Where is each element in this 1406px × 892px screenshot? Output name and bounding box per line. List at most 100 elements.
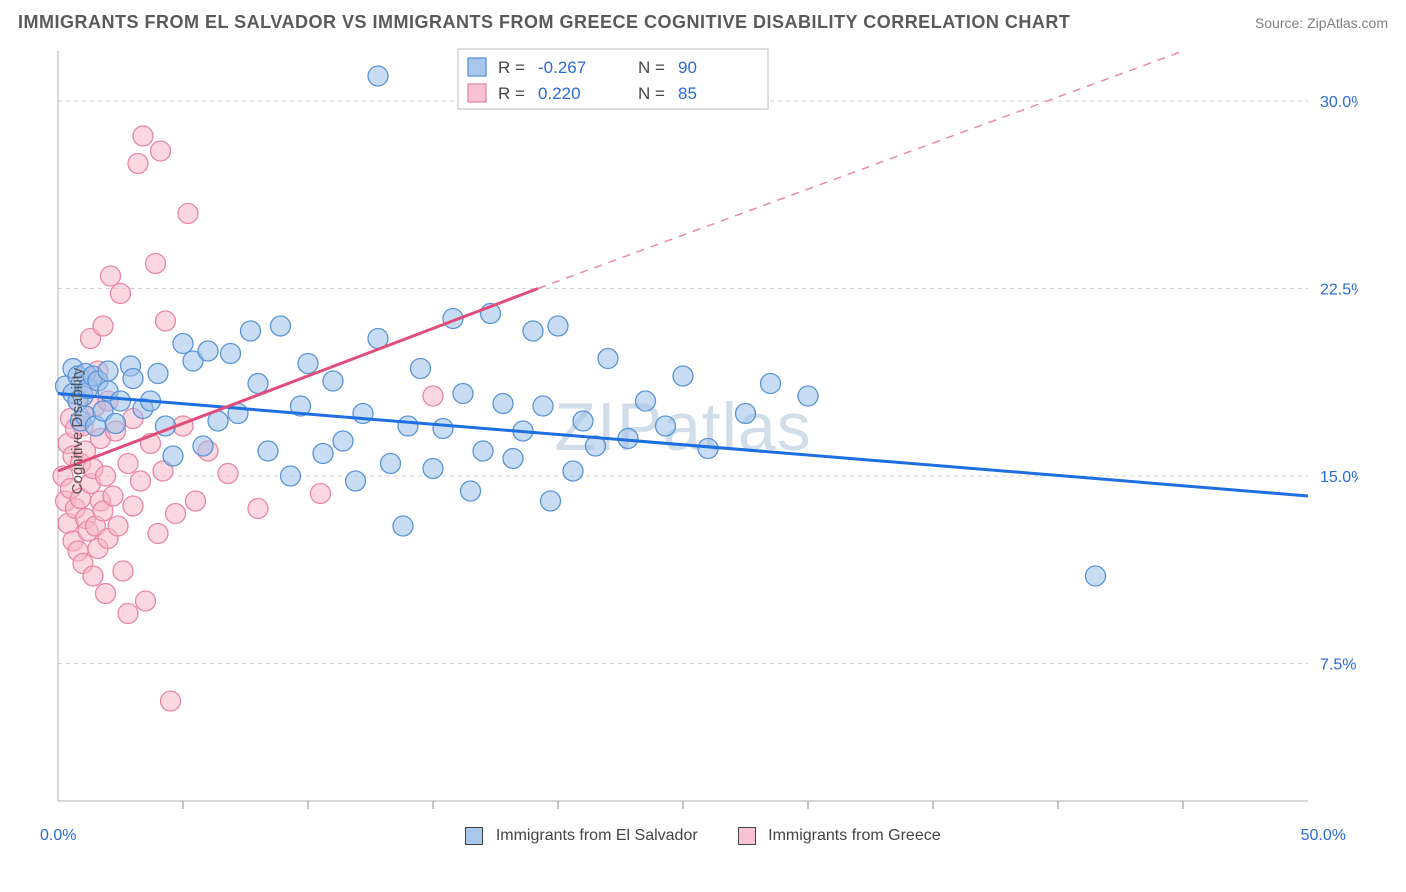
- legend-swatch-pink: [738, 827, 756, 845]
- point-greece: [108, 516, 128, 536]
- point-el-salvador: [148, 364, 168, 384]
- legend-swatch: [468, 58, 486, 76]
- point-greece: [103, 486, 123, 506]
- legend-r-label: R =: [498, 58, 525, 77]
- point-el-salvador: [98, 361, 118, 381]
- point-greece: [118, 604, 138, 624]
- point-greece: [111, 284, 131, 304]
- point-el-salvador: [673, 366, 693, 386]
- point-el-salvador: [1086, 566, 1106, 586]
- x-min-label: 0.0%: [40, 827, 76, 845]
- point-el-salvador: [798, 386, 818, 406]
- legend-r-label: R =: [498, 84, 525, 103]
- x-max-label: 50.0%: [1301, 827, 1346, 845]
- point-el-salvador: [548, 316, 568, 336]
- point-greece: [93, 316, 113, 336]
- point-el-salvador: [461, 481, 481, 501]
- point-el-salvador: [221, 344, 241, 364]
- point-greece: [248, 499, 268, 519]
- y-tick-label: 15.0%: [1320, 469, 1358, 486]
- point-greece: [83, 566, 103, 586]
- point-el-salvador: [761, 374, 781, 394]
- point-greece: [113, 561, 133, 581]
- point-el-salvador: [411, 359, 431, 379]
- point-el-salvador: [333, 431, 353, 451]
- point-el-salvador: [163, 446, 183, 466]
- point-el-salvador: [271, 316, 291, 336]
- point-el-salvador: [106, 414, 126, 434]
- point-el-salvador: [241, 321, 261, 341]
- point-el-salvador: [453, 384, 473, 404]
- point-greece: [101, 266, 121, 286]
- point-greece: [218, 464, 238, 484]
- y-axis-label: Cognitive Disability: [69, 368, 86, 495]
- point-el-salvador: [503, 449, 523, 469]
- chart-area: Cognitive Disability 7.5% 15.0% 22.5% 30.0%…: [18, 41, 1388, 821]
- point-el-salvador: [573, 411, 593, 431]
- legend-swatch-blue: [465, 827, 483, 845]
- point-el-salvador: [368, 66, 388, 86]
- point-el-salvador: [323, 371, 343, 391]
- point-el-salvador: [281, 466, 301, 486]
- point-el-salvador: [656, 416, 676, 436]
- point-greece: [148, 524, 168, 544]
- legend-item-greece: Immigrants from Greece: [738, 827, 941, 845]
- point-el-salvador: [563, 461, 583, 481]
- point-el-salvador: [123, 369, 143, 389]
- point-greece: [423, 386, 443, 406]
- point-el-salvador: [523, 321, 543, 341]
- point-el-salvador: [111, 391, 131, 411]
- point-el-salvador: [493, 394, 513, 414]
- point-el-salvador: [258, 441, 278, 461]
- source-label: Source: ZipAtlas.com: [1255, 15, 1388, 31]
- point-el-salvador: [381, 454, 401, 474]
- point-greece: [178, 204, 198, 224]
- point-el-salvador: [298, 354, 318, 374]
- point-el-salvador: [736, 404, 756, 424]
- chart-title: IMMIGRANTS FROM EL SALVADOR VS IMMIGRANT…: [18, 12, 1070, 33]
- point-el-salvador: [533, 396, 553, 416]
- point-el-salvador: [193, 436, 213, 456]
- point-el-salvador: [173, 334, 193, 354]
- bottom-legend: 0.0% Immigrants from El Salvador Immigra…: [0, 827, 1406, 845]
- point-el-salvador: [433, 419, 453, 439]
- point-greece: [96, 466, 116, 486]
- y-tick-label: 30.0%: [1320, 94, 1358, 111]
- point-el-salvador: [423, 459, 443, 479]
- legend-n-label: N =: [638, 58, 665, 77]
- legend-item-el-salvador: Immigrants from El Salvador: [465, 827, 697, 845]
- point-greece: [186, 491, 206, 511]
- point-greece: [136, 591, 156, 611]
- legend-r-value: -0.267: [538, 58, 586, 77]
- point-el-salvador: [598, 349, 618, 369]
- legend-n-label: N =: [638, 84, 665, 103]
- point-greece: [166, 504, 186, 524]
- point-greece: [96, 584, 116, 604]
- point-greece: [133, 126, 153, 146]
- point-el-salvador: [346, 471, 366, 491]
- scatter-chart: 7.5%15.0%22.5%30.0%ZIPatlasR =-0.267N =9…: [18, 41, 1358, 821]
- y-tick-label: 7.5%: [1320, 657, 1356, 674]
- point-greece: [128, 154, 148, 174]
- title-bar: IMMIGRANTS FROM EL SALVADOR VS IMMIGRANT…: [0, 0, 1406, 41]
- point-greece: [131, 471, 151, 491]
- point-greece: [118, 454, 138, 474]
- point-greece: [146, 254, 166, 274]
- y-tick-label: 22.5%: [1320, 282, 1358, 299]
- legend-n-value: 90: [678, 58, 697, 77]
- point-el-salvador: [398, 416, 418, 436]
- point-el-salvador: [636, 391, 656, 411]
- point-greece: [156, 311, 176, 331]
- point-greece: [311, 484, 331, 504]
- point-greece: [151, 141, 171, 161]
- point-el-salvador: [248, 374, 268, 394]
- point-el-salvador: [198, 341, 218, 361]
- legend-n-value: 85: [678, 84, 697, 103]
- point-el-salvador: [313, 444, 333, 464]
- point-greece: [161, 691, 181, 711]
- legend-label-greece: Immigrants from Greece: [768, 827, 940, 844]
- legend-label-el-salvador: Immigrants from El Salvador: [496, 827, 698, 844]
- point-el-salvador: [541, 491, 561, 511]
- legend-r-value: 0.220: [538, 84, 581, 103]
- legend-swatch: [468, 84, 486, 102]
